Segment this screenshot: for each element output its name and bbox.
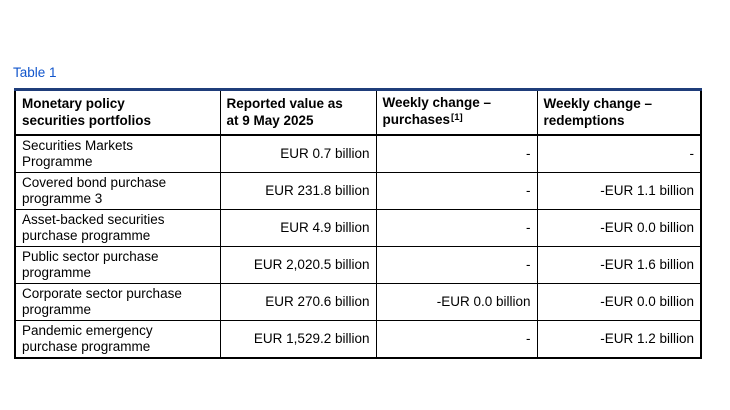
portfolio-name-line: Securities Markets bbox=[22, 138, 134, 153]
portfolio-name-line: Pandemic emergency bbox=[22, 323, 153, 338]
header-line: Weekly change – bbox=[382, 95, 492, 110]
reported-value-cell: EUR 2,020.5 billion bbox=[219, 246, 377, 284]
portfolio-name-line: Corporate sector purchase bbox=[22, 286, 182, 301]
weekly-redemptions-cell: -EUR 1.6 billion bbox=[536, 246, 702, 284]
header-line: Reported value as bbox=[226, 96, 343, 111]
weekly-redemptions-cell: -EUR 0.0 billion bbox=[536, 209, 702, 247]
reported-value-cell: EUR 231.8 billion bbox=[219, 172, 377, 210]
portfolio-name-line: programme bbox=[22, 302, 92, 317]
portfolio-name-line: programme bbox=[22, 265, 92, 280]
reported-value-cell: EUR 0.7 billion bbox=[219, 134, 377, 173]
header-line: purchases[1] bbox=[383, 111, 531, 130]
portfolio-name-cell: Securities Markets Programme bbox=[14, 134, 221, 173]
footnote-marker: [1] bbox=[451, 112, 463, 123]
portfolio-name-line: Covered bond purchase bbox=[22, 175, 167, 190]
header-cell-weekly-purchases: Weekly change – purchases[1] bbox=[375, 89, 538, 136]
header-line: Weekly change – bbox=[543, 96, 653, 111]
weekly-redemptions-cell: -EUR 1.1 billion bbox=[536, 172, 702, 210]
reported-value-cell: EUR 4.9 billion bbox=[219, 209, 377, 247]
portfolio-name-line: programme 3 bbox=[22, 191, 103, 206]
table-row: Asset-backed securities purchase program… bbox=[14, 209, 702, 247]
table-header-row: Monetary policy securities portfolios Re… bbox=[14, 89, 702, 136]
portfolio-name-cell: Corporate sector purchase programme bbox=[14, 283, 221, 321]
table-row: Securities Markets Programme EUR 0.7 bil… bbox=[14, 134, 702, 173]
weekly-redemptions-cell: -EUR 1.2 billion bbox=[536, 320, 702, 359]
weekly-redemptions-cell: - bbox=[536, 134, 702, 173]
table-row: Pandemic emergency purchase programme EU… bbox=[14, 320, 702, 359]
header-cell-portfolios: Monetary policy securities portfolios bbox=[14, 89, 221, 136]
weekly-purchases-cell: - bbox=[375, 209, 538, 247]
portfolio-name-line: Programme bbox=[22, 154, 93, 169]
header-line: Monetary policy bbox=[22, 96, 125, 111]
portfolio-name-line: purchase programme bbox=[22, 339, 151, 354]
header-cell-reported-value: Reported value as at 9 May 2025 bbox=[219, 89, 377, 136]
weekly-purchases-cell: - bbox=[375, 246, 538, 284]
header-line: redemptions bbox=[543, 113, 625, 128]
portfolio-name-cell: Asset-backed securities purchase program… bbox=[14, 209, 221, 247]
portfolio-name-cell: Pandemic emergency purchase programme bbox=[14, 320, 221, 359]
weekly-purchases-cell: - bbox=[375, 320, 538, 359]
weekly-redemptions-cell: -EUR 0.0 billion bbox=[536, 283, 702, 321]
portfolio-name-line: purchase programme bbox=[22, 228, 151, 243]
header-line: securities portfolios bbox=[22, 113, 152, 128]
header-line: at 9 May 2025 bbox=[226, 113, 314, 128]
header-cell-weekly-redemptions: Weekly change – redemptions bbox=[536, 89, 702, 136]
portfolio-name-line: Asset-backed securities bbox=[22, 212, 165, 227]
reported-value-cell: EUR 270.6 billion bbox=[219, 283, 377, 321]
table-row: Corporate sector purchase programme EUR … bbox=[14, 283, 702, 321]
table-row: Covered bond purchase programme 3 EUR 23… bbox=[14, 172, 702, 210]
portfolio-name-cell: Public sector purchase programme bbox=[14, 246, 221, 284]
header-line-text: purchases bbox=[382, 112, 451, 127]
table-caption: Table 1 bbox=[13, 65, 57, 80]
weekly-purchases-cell: - bbox=[375, 134, 538, 173]
weekly-purchases-cell: - bbox=[375, 172, 538, 210]
reported-value-cell: EUR 1,529.2 billion bbox=[219, 320, 377, 359]
portfolio-name-line: Public sector purchase bbox=[22, 249, 159, 264]
weekly-purchases-cell: -EUR 0.0 billion bbox=[375, 283, 538, 321]
portfolio-name-cell: Covered bond purchase programme 3 bbox=[14, 172, 221, 210]
monetary-policy-portfolios-table: Monetary policy securities portfolios Re… bbox=[14, 88, 702, 359]
table-row: Public sector purchase programme EUR 2,0… bbox=[14, 246, 702, 284]
